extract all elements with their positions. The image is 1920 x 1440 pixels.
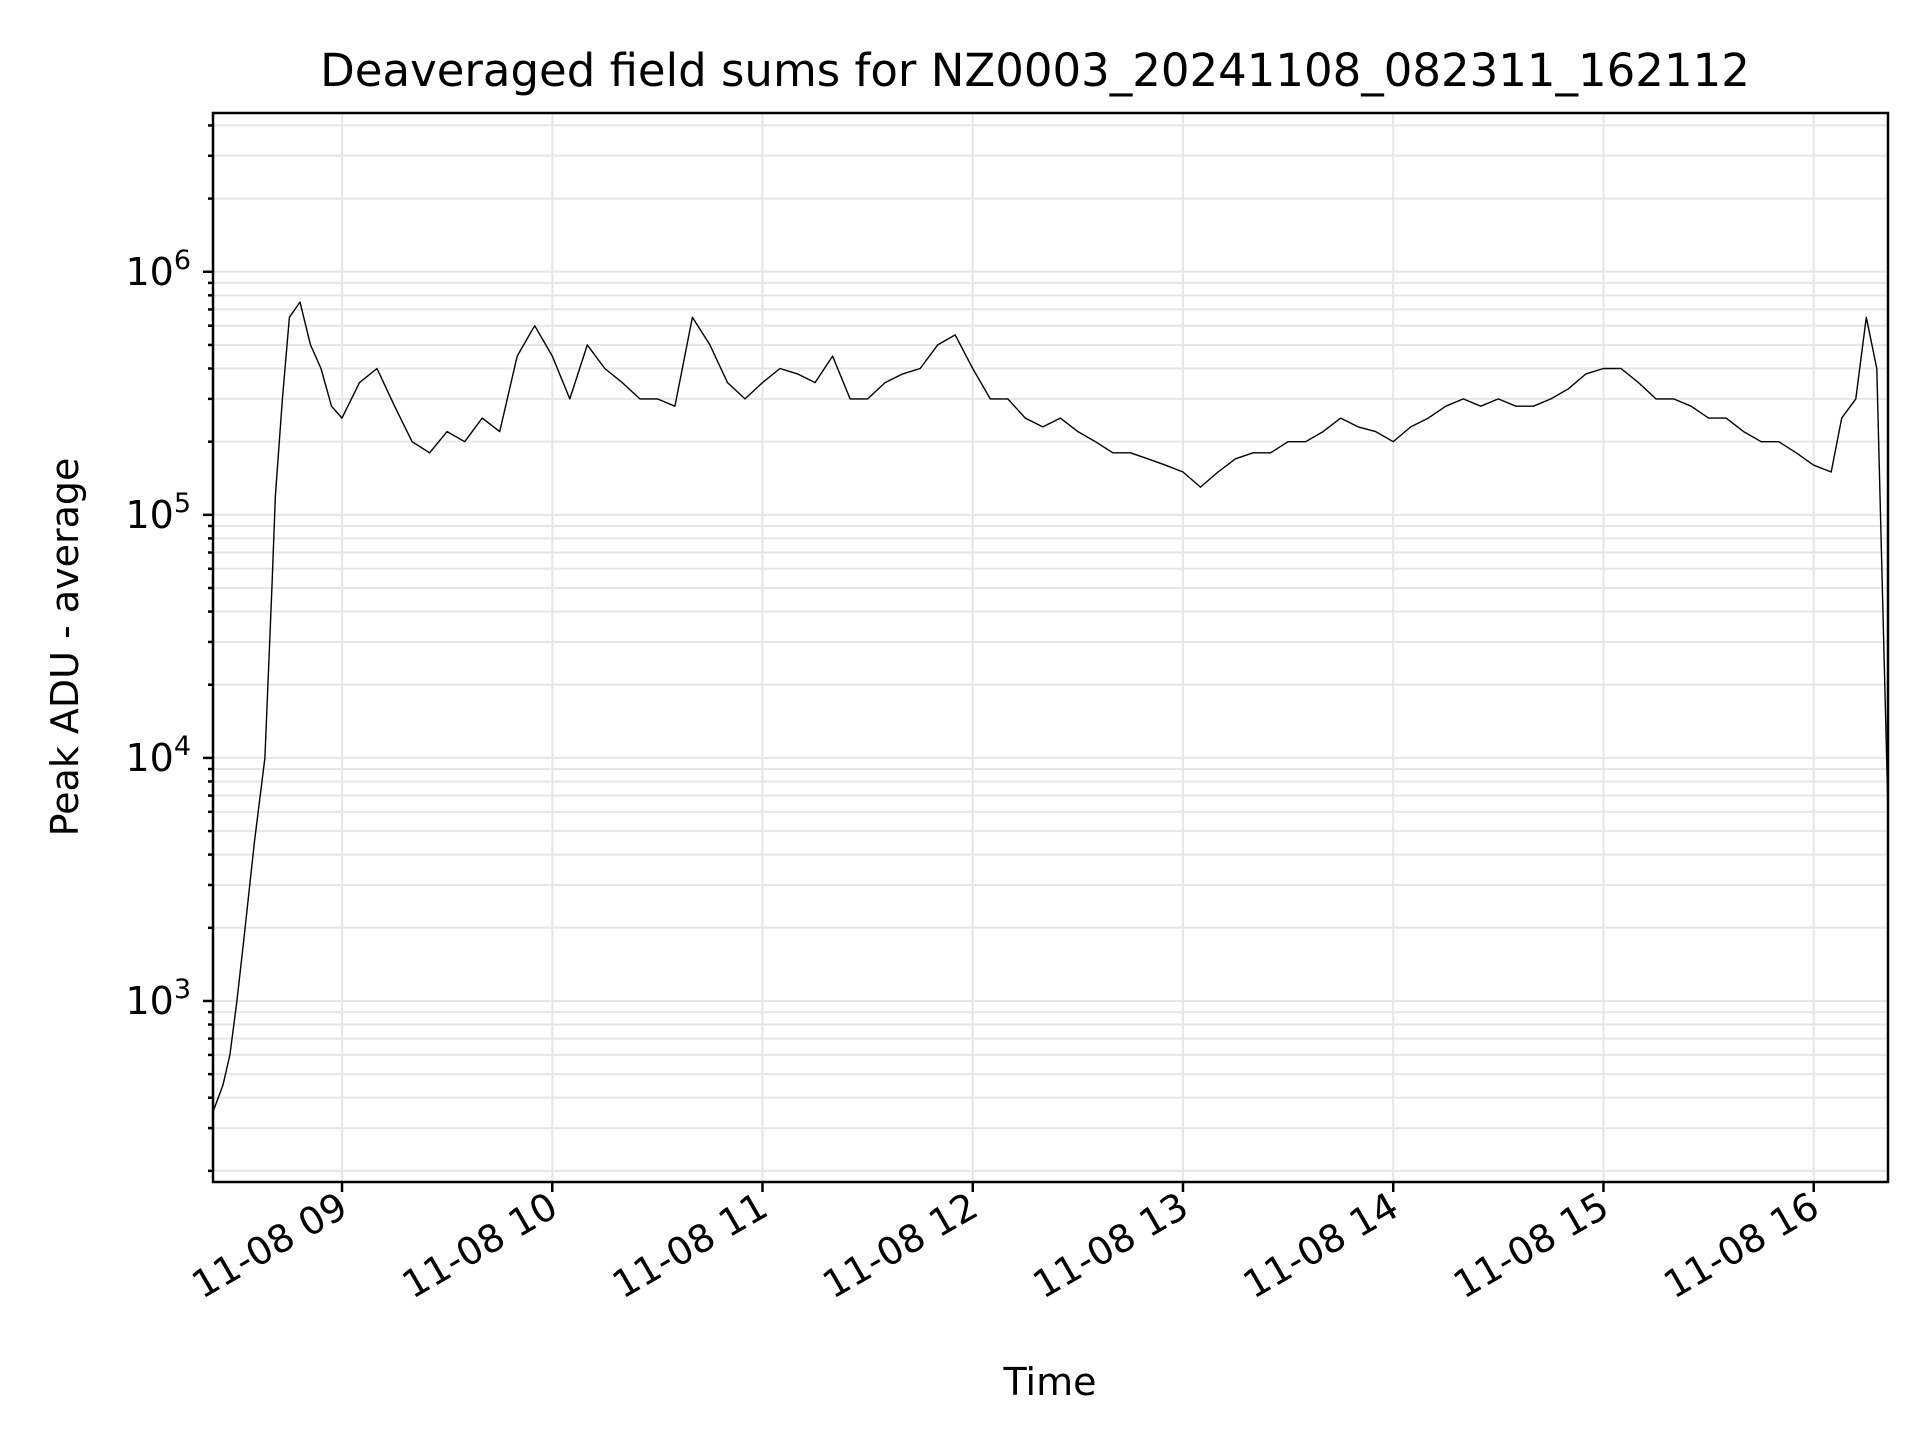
y-tick-label: 105 (125, 488, 191, 537)
x-tick-label: 11-08 09 (185, 1184, 355, 1308)
chart-title: Deaveraged field sums for NZ0003_2024110… (320, 44, 1750, 97)
x-tick-label: 11-08 11 (605, 1184, 775, 1308)
plot-frame (211, 111, 1890, 1184)
axis-ticks: 11-08 09 11-08 10 11-08 11 11-08 12 11-08 13… (125, 124, 1826, 1308)
x-tick-label: 11-08 13 (1026, 1184, 1196, 1308)
y-tick-label: 106 (125, 245, 191, 294)
y-axis-label: Peak ADU - average (43, 458, 87, 837)
x-tick-label: 11-08 15 (1446, 1184, 1616, 1308)
series-line-0 (212, 301, 1889, 1113)
series-layer (212, 301, 1889, 1113)
grid (213, 113, 1888, 1182)
y-tick-label: 103 (125, 974, 191, 1023)
x-tick-label: 11-08 12 (815, 1184, 985, 1308)
y-tick-label: 104 (125, 731, 191, 780)
x-axis-label: Time (1003, 1360, 1097, 1404)
x-tick-label: 11-08 14 (1236, 1184, 1406, 1308)
x-tick-label: 11-08 10 (395, 1184, 565, 1308)
x-tick-label: 11-08 16 (1656, 1184, 1826, 1308)
